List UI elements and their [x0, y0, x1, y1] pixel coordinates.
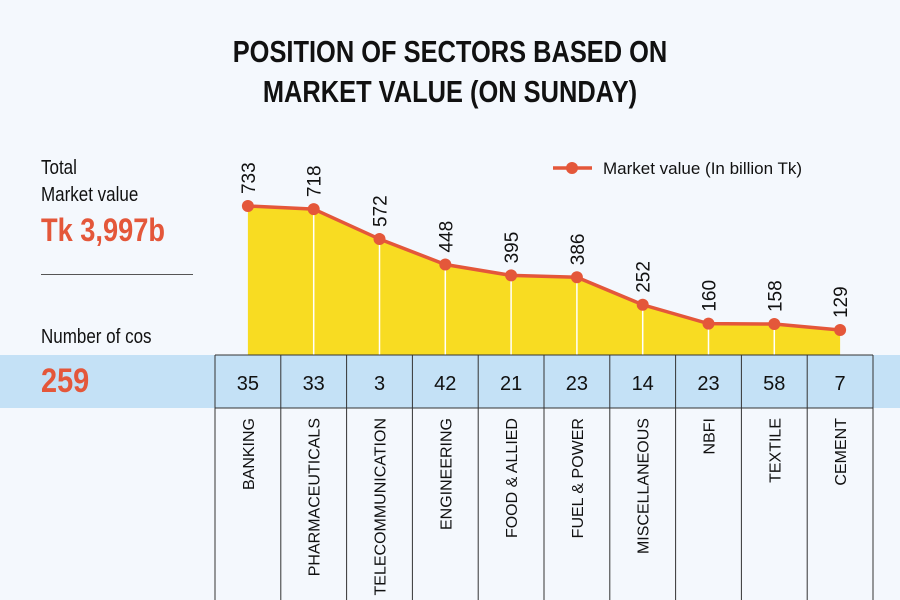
data-point	[570, 271, 583, 284]
area-fill	[247, 205, 841, 355]
category-label: BANKING	[241, 418, 258, 490]
category-label: MISCELLANEOUS	[636, 418, 653, 554]
data-label: 395	[502, 232, 523, 264]
data-label: 572	[371, 195, 392, 227]
data-label: 718	[305, 165, 326, 197]
divider	[41, 274, 193, 275]
company-count: 23	[566, 373, 588, 395]
company-count: 35	[237, 373, 259, 395]
data-label: 252	[634, 261, 655, 293]
category-label: CEMENT	[833, 418, 850, 486]
title-line-2: MARKET VALUE (ON SUNDAY)	[262, 74, 638, 109]
company-count: 21	[500, 373, 522, 395]
data-point	[241, 199, 254, 212]
legend-marker	[566, 162, 578, 174]
data-point	[373, 233, 386, 246]
total-label: Total	[41, 157, 77, 179]
company-count: 42	[434, 373, 456, 395]
category-label: ENGINEERING	[438, 418, 455, 530]
data-point	[702, 317, 715, 330]
series-line	[247, 204, 841, 332]
category-label: FOOD & ALLIED	[504, 418, 521, 538]
category-label: PHARMACEUTICALS	[307, 418, 324, 576]
market-value-label: Market value	[41, 184, 139, 206]
data-point	[834, 324, 847, 336]
data-point	[439, 258, 452, 271]
company-count: 58	[763, 373, 785, 395]
companies-band	[0, 355, 900, 408]
company-count: 33	[303, 373, 325, 395]
chart-title: POSITION OF SECTORS BASED ON MARKET VALU…	[81, 32, 819, 112]
total-companies: 259	[41, 362, 90, 400]
data-label: 129	[831, 286, 852, 318]
data-point	[307, 203, 320, 216]
company-count: 3	[374, 373, 385, 395]
category-label: NBFI	[702, 418, 719, 454]
data-point	[768, 318, 781, 331]
number-of-cos-label: Number of cos	[41, 326, 152, 348]
category-label: FUEL & POWER	[570, 418, 587, 538]
legend-label: Market value (In billion Tk)	[603, 159, 802, 178]
data-label: 448	[436, 221, 457, 253]
total-market-value: Tk 3,997b	[41, 212, 165, 248]
company-count: 14	[632, 373, 654, 395]
data-label: 733	[239, 162, 260, 194]
category-label: TEXTILE	[767, 418, 784, 483]
data-label: 160	[700, 280, 721, 312]
data-label: 158	[765, 280, 786, 312]
data-point	[636, 298, 649, 311]
company-count: 7	[835, 373, 846, 395]
company-count: 23	[697, 373, 719, 395]
category-label: TELECOMMUNICATION	[373, 418, 390, 595]
data-point	[505, 269, 518, 282]
title-line-1: POSITION OF SECTORS BASED ON	[232, 34, 668, 69]
data-label: 386	[568, 234, 589, 266]
